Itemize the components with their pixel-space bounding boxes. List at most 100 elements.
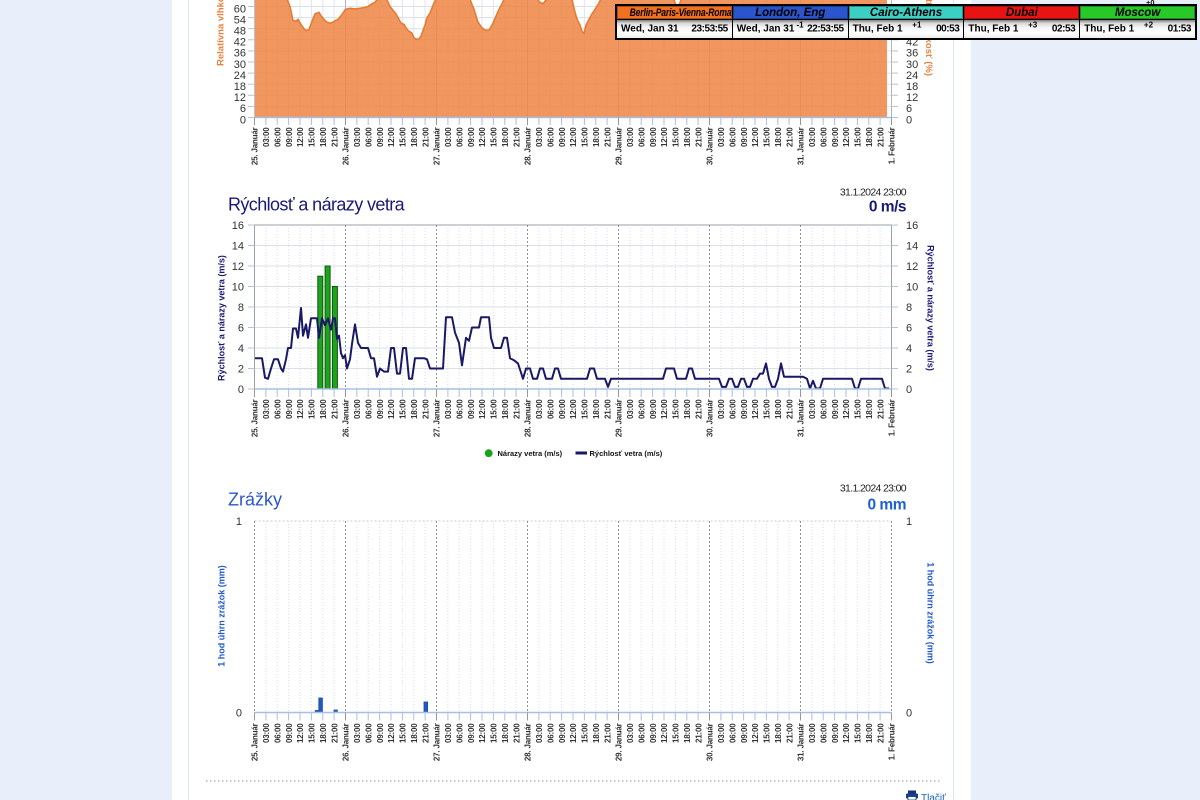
svg-text:1 hod úhrn zrážok (mm): 1 hod úhrn zrážok (mm) <box>926 562 936 664</box>
svg-text:6: 6 <box>238 322 244 334</box>
svg-text:03:00: 03:00 <box>535 399 544 419</box>
svg-text:15:00: 15:00 <box>490 127 499 147</box>
svg-text:12:00: 12:00 <box>751 399 760 419</box>
svg-text:03:00: 03:00 <box>444 723 453 743</box>
svg-text:27. Január: 27. Január <box>433 723 442 761</box>
svg-text:06:00: 06:00 <box>547 723 556 743</box>
svg-text:06:00: 06:00 <box>364 127 373 147</box>
svg-text:Tlačiť: Tlačiť <box>921 793 946 800</box>
svg-text:16: 16 <box>232 220 244 232</box>
svg-text:18:00: 18:00 <box>683 723 692 743</box>
svg-text:15:00: 15:00 <box>308 723 317 743</box>
svg-text:24: 24 <box>234 70 246 82</box>
svg-text:12:00: 12:00 <box>842 127 851 147</box>
svg-text:21:00: 21:00 <box>421 399 430 419</box>
svg-text:1: 1 <box>906 516 912 528</box>
svg-text:15:00: 15:00 <box>763 127 772 147</box>
svg-text:12: 12 <box>906 261 918 273</box>
svg-text:06:00: 06:00 <box>455 127 464 147</box>
svg-text:12:00: 12:00 <box>569 399 578 419</box>
svg-text:24: 24 <box>906 70 918 82</box>
svg-text:36: 36 <box>906 48 918 60</box>
svg-text:18:00: 18:00 <box>592 399 601 419</box>
svg-text:0: 0 <box>906 707 912 719</box>
svg-text:12:00: 12:00 <box>842 399 851 419</box>
svg-text:06:00: 06:00 <box>638 399 647 419</box>
svg-text:09:00: 09:00 <box>467 399 476 419</box>
svg-text:15:00: 15:00 <box>854 723 863 743</box>
svg-text:15:00: 15:00 <box>581 723 590 743</box>
svg-text:03:00: 03:00 <box>717 127 726 147</box>
svg-text:06:00: 06:00 <box>729 127 738 147</box>
svg-text:18:00: 18:00 <box>592 127 601 147</box>
svg-text:30: 30 <box>234 59 246 71</box>
svg-text:14: 14 <box>232 240 244 252</box>
svg-text:0: 0 <box>238 384 244 396</box>
svg-text:15:00: 15:00 <box>672 723 681 743</box>
svg-text:25. Január: 25. Január <box>251 399 260 437</box>
svg-text:60: 60 <box>234 3 246 15</box>
svg-text:12:00: 12:00 <box>478 399 487 419</box>
svg-text:03:00: 03:00 <box>444 127 453 147</box>
svg-text:21:00: 21:00 <box>330 723 339 743</box>
svg-text:09:00: 09:00 <box>740 399 749 419</box>
svg-text:03:00: 03:00 <box>535 723 544 743</box>
svg-text:18:00: 18:00 <box>319 399 328 419</box>
svg-text:12:00: 12:00 <box>751 127 760 147</box>
svg-text:18:00: 18:00 <box>501 723 510 743</box>
svg-text:Rýchlosť a nárazy vetra (m/s): Rýchlosť a nárazy vetra (m/s) <box>217 255 227 381</box>
svg-text:15:00: 15:00 <box>399 127 408 147</box>
svg-text:18:00: 18:00 <box>592 723 601 743</box>
svg-text:03:00: 03:00 <box>626 127 635 147</box>
svg-text:31. Január: 31. Január <box>797 399 806 437</box>
svg-text:21:00: 21:00 <box>876 127 885 147</box>
svg-text:8: 8 <box>238 302 244 314</box>
svg-text:29. Január: 29. Január <box>615 723 624 761</box>
svg-text:36: 36 <box>234 48 246 60</box>
svg-text:09:00: 09:00 <box>285 399 294 419</box>
svg-text:15:00: 15:00 <box>763 723 772 743</box>
svg-text:0 mm: 0 mm <box>868 497 907 514</box>
svg-text:21:00: 21:00 <box>330 127 339 147</box>
svg-text:18:00: 18:00 <box>410 399 419 419</box>
svg-text:06:00: 06:00 <box>364 723 373 743</box>
svg-text:Rýchlosť a nárazy vetra: Rýchlosť a nárazy vetra <box>228 195 406 215</box>
svg-text:29. Január: 29. Január <box>615 399 624 437</box>
svg-text:21:00: 21:00 <box>603 399 612 419</box>
svg-text:15:00: 15:00 <box>399 399 408 419</box>
svg-text:15:00: 15:00 <box>854 127 863 147</box>
svg-text:15:00: 15:00 <box>581 399 590 419</box>
svg-text:06:00: 06:00 <box>820 723 829 743</box>
svg-text:09:00: 09:00 <box>831 399 840 419</box>
svg-text:06:00: 06:00 <box>820 127 829 147</box>
svg-text:15:00: 15:00 <box>399 723 408 743</box>
svg-text:15:00: 15:00 <box>308 399 317 419</box>
svg-text:12: 12 <box>232 261 244 273</box>
svg-text:15:00: 15:00 <box>854 399 863 419</box>
svg-text:21:00: 21:00 <box>785 723 794 743</box>
svg-text:12: 12 <box>906 92 918 104</box>
svg-text:06:00: 06:00 <box>273 127 282 147</box>
svg-text:27. Január: 27. Január <box>433 127 442 165</box>
svg-text:0: 0 <box>240 114 246 126</box>
svg-text:03:00: 03:00 <box>626 723 635 743</box>
svg-text:0: 0 <box>906 114 912 126</box>
svg-text:03:00: 03:00 <box>353 399 362 419</box>
svg-text:48: 48 <box>234 26 246 38</box>
svg-text:21:00: 21:00 <box>421 127 430 147</box>
svg-text:4: 4 <box>906 343 912 355</box>
svg-text:18:00: 18:00 <box>774 399 783 419</box>
svg-text:21:00: 21:00 <box>785 399 794 419</box>
svg-text:12:00: 12:00 <box>387 399 396 419</box>
svg-text:30. Január: 30. Január <box>706 127 715 165</box>
svg-text:Relatívna vlhkosť (%): Relatívna vlhkosť (%) <box>216 0 227 66</box>
svg-text:2: 2 <box>906 363 912 375</box>
svg-text:21:00: 21:00 <box>694 127 703 147</box>
svg-text:03:00: 03:00 <box>444 399 453 419</box>
svg-text:09:00: 09:00 <box>649 723 658 743</box>
svg-text:09:00: 09:00 <box>376 723 385 743</box>
svg-text:09:00: 09:00 <box>740 127 749 147</box>
svg-text:21:00: 21:00 <box>330 399 339 419</box>
svg-text:18:00: 18:00 <box>774 127 783 147</box>
svg-text:09:00: 09:00 <box>649 127 658 147</box>
